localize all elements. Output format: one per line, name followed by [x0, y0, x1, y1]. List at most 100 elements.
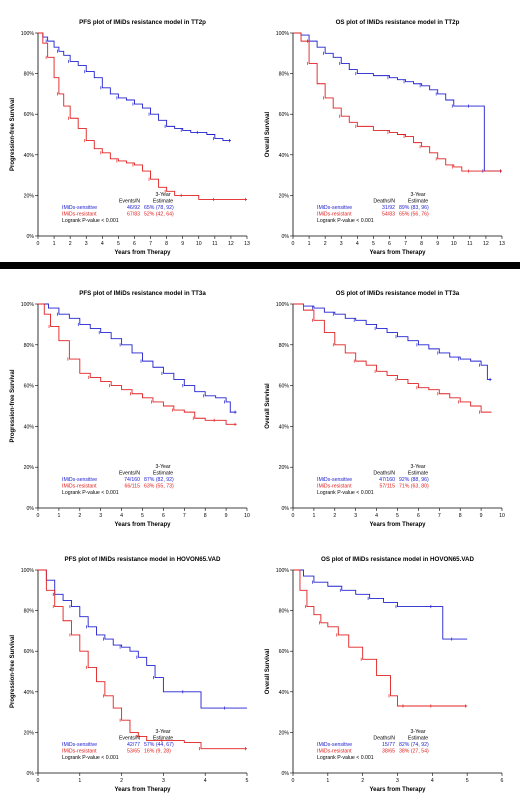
- legend-label: IMiDs-sensitive: [62, 742, 97, 748]
- x-tick-label: 3: [396, 778, 399, 784]
- legend: 3-Year Events/N Estimate IMiDs-sensitive 74/…: [62, 464, 174, 496]
- x-tick-label: 2: [333, 513, 336, 519]
- legend-count: 74/160: [124, 477, 140, 483]
- legend-label: IMiDs-resistant: [317, 749, 352, 755]
- y-tick-label: 80%: [24, 72, 35, 78]
- y-tick-label: 0%: [282, 771, 290, 777]
- legend-count: 54/83: [382, 212, 395, 218]
- x-tick-label: 0: [37, 778, 40, 784]
- legend-estimate: 57% (44, 67): [144, 742, 174, 748]
- legend-pvalue: Logrank P-value < 0.001: [62, 218, 119, 224]
- y-tick-label: 100%: [276, 302, 290, 308]
- legend-count: 47/160: [379, 477, 395, 483]
- chart-tt3a-os: OS plot of IMiDs resistance model in TT3…: [265, 290, 505, 528]
- legend-header: Deaths/N: [373, 471, 395, 477]
- chart-tt2p-os: OS plot of IMiDs resistance model in TT2…: [265, 19, 505, 256]
- legend-label: IMiDs-resistant: [317, 484, 352, 490]
- legend-label: IMiDs-sensitive: [317, 205, 352, 211]
- chart-title: PFS plot of IMiDs resistance model in TT…: [79, 290, 206, 297]
- x-axis-label: Years from Therapy: [114, 787, 171, 793]
- legend-label: IMiDs-sensitive: [317, 477, 352, 483]
- x-tick-label: 0: [292, 778, 295, 784]
- x-tick-label: 1: [78, 778, 81, 784]
- legend-pvalue: Logrank P-value < 0.001: [317, 218, 374, 224]
- series-line-sensitive: [38, 32, 231, 142]
- chart-title: PFS plot of IMiDs resistance model in HO…: [65, 556, 222, 563]
- legend-header: Deaths/N: [373, 736, 395, 742]
- legend-header: Estimate: [153, 736, 173, 742]
- x-tick-label: 0: [292, 513, 295, 519]
- series-line-resistant: [38, 303, 237, 425]
- x-tick-label: 10: [196, 241, 202, 247]
- legend-count: 67/83: [127, 212, 140, 218]
- chart-tt2p-pfs: PFS plot of IMiDs resistance model in TT…: [10, 19, 250, 256]
- y-tick-label: 40%: [279, 424, 290, 430]
- y-tick-label: 20%: [279, 193, 290, 199]
- x-tick-label: 9: [225, 513, 228, 519]
- x-tick-label: 3: [354, 513, 357, 519]
- x-tick-label: 0: [37, 241, 40, 247]
- x-tick-label: 9: [181, 241, 184, 247]
- legend-label: IMiDs-resistant: [62, 212, 97, 218]
- x-axis-label: Years from Therapy: [369, 522, 426, 528]
- x-tick-label: 7: [404, 241, 407, 247]
- x-tick-label: 10: [451, 241, 457, 247]
- chart-title: OS plot of IMiDs resistance model in TT3…: [336, 290, 460, 297]
- legend-header: Estimate: [153, 471, 173, 477]
- x-tick-label: 13: [499, 241, 505, 247]
- x-tick-label: 4: [101, 241, 104, 247]
- y-tick-label: 60%: [24, 649, 35, 655]
- legend-estimate: 65% (56, 76): [399, 212, 429, 218]
- x-tick-label: 5: [246, 778, 249, 784]
- legend-header: Deaths/N: [373, 199, 395, 205]
- x-tick-label: 10: [244, 513, 250, 519]
- x-tick-label: 8: [204, 513, 207, 519]
- y-tick-label: 100%: [21, 302, 35, 308]
- legend-estimate: 87% (82, 92): [144, 477, 174, 483]
- x-tick-label: 13: [244, 241, 250, 247]
- y-tick-label: 20%: [279, 465, 290, 471]
- legend-label: IMiDs-resistant: [317, 212, 352, 218]
- chart-title: PFS plot of IMiDs resistance model in TT…: [79, 19, 206, 26]
- legend-header: Events/N: [119, 471, 140, 477]
- x-tick-label: 3: [99, 513, 102, 519]
- x-tick-label: 7: [149, 241, 152, 247]
- y-tick-label: 100%: [276, 31, 290, 37]
- y-axis-label: Progression-free Survival: [10, 635, 16, 708]
- x-tick-label: 4: [120, 513, 123, 519]
- x-tick-label: 8: [459, 513, 462, 519]
- legend-pvalue: Logrank P-value < 0.001: [317, 490, 374, 496]
- series-line-resistant: [38, 32, 247, 200]
- y-tick-label: 0%: [27, 506, 35, 512]
- series-line-resistant: [38, 569, 247, 750]
- y-axis-label: Overall Survival: [265, 111, 271, 157]
- chart-tt3a-pfs: PFS plot of IMiDs resistance model in TT…: [10, 290, 250, 528]
- legend-header: 3-Year: [155, 464, 170, 470]
- x-tick-label: 6: [162, 513, 165, 519]
- x-tick-label: 12: [228, 241, 234, 247]
- x-tick-label: 3: [162, 778, 165, 784]
- y-axis-label: Progression-free Survival: [10, 98, 16, 171]
- x-tick-label: 5: [466, 778, 469, 784]
- y-tick-label: 40%: [24, 153, 35, 159]
- legend-pvalue: Logrank P-value < 0.001: [317, 755, 374, 761]
- x-tick-label: 4: [356, 241, 359, 247]
- legend-count: 15/77: [382, 742, 395, 748]
- x-tick-label: 7: [183, 513, 186, 519]
- legend-header: Events/N: [119, 199, 140, 205]
- x-tick-label: 4: [431, 778, 434, 784]
- x-tick-label: 1: [326, 778, 329, 784]
- legend-estimate: 82% (74, 92): [399, 742, 429, 748]
- y-tick-label: 40%: [24, 690, 35, 696]
- x-tick-label: 11: [467, 241, 472, 247]
- y-tick-label: 80%: [279, 72, 290, 78]
- series-line-sensitive: [293, 32, 502, 172]
- legend: 3-Year Deaths/N Estimate IMiDs-sensitive 15/…: [317, 729, 429, 761]
- legend-count: 31/92: [382, 205, 395, 211]
- x-tick-label: 2: [120, 778, 123, 784]
- x-tick-label: 8: [165, 241, 168, 247]
- x-tick-label: 7: [438, 513, 441, 519]
- x-tick-label: 8: [420, 241, 423, 247]
- legend-header: 3-Year: [410, 729, 425, 735]
